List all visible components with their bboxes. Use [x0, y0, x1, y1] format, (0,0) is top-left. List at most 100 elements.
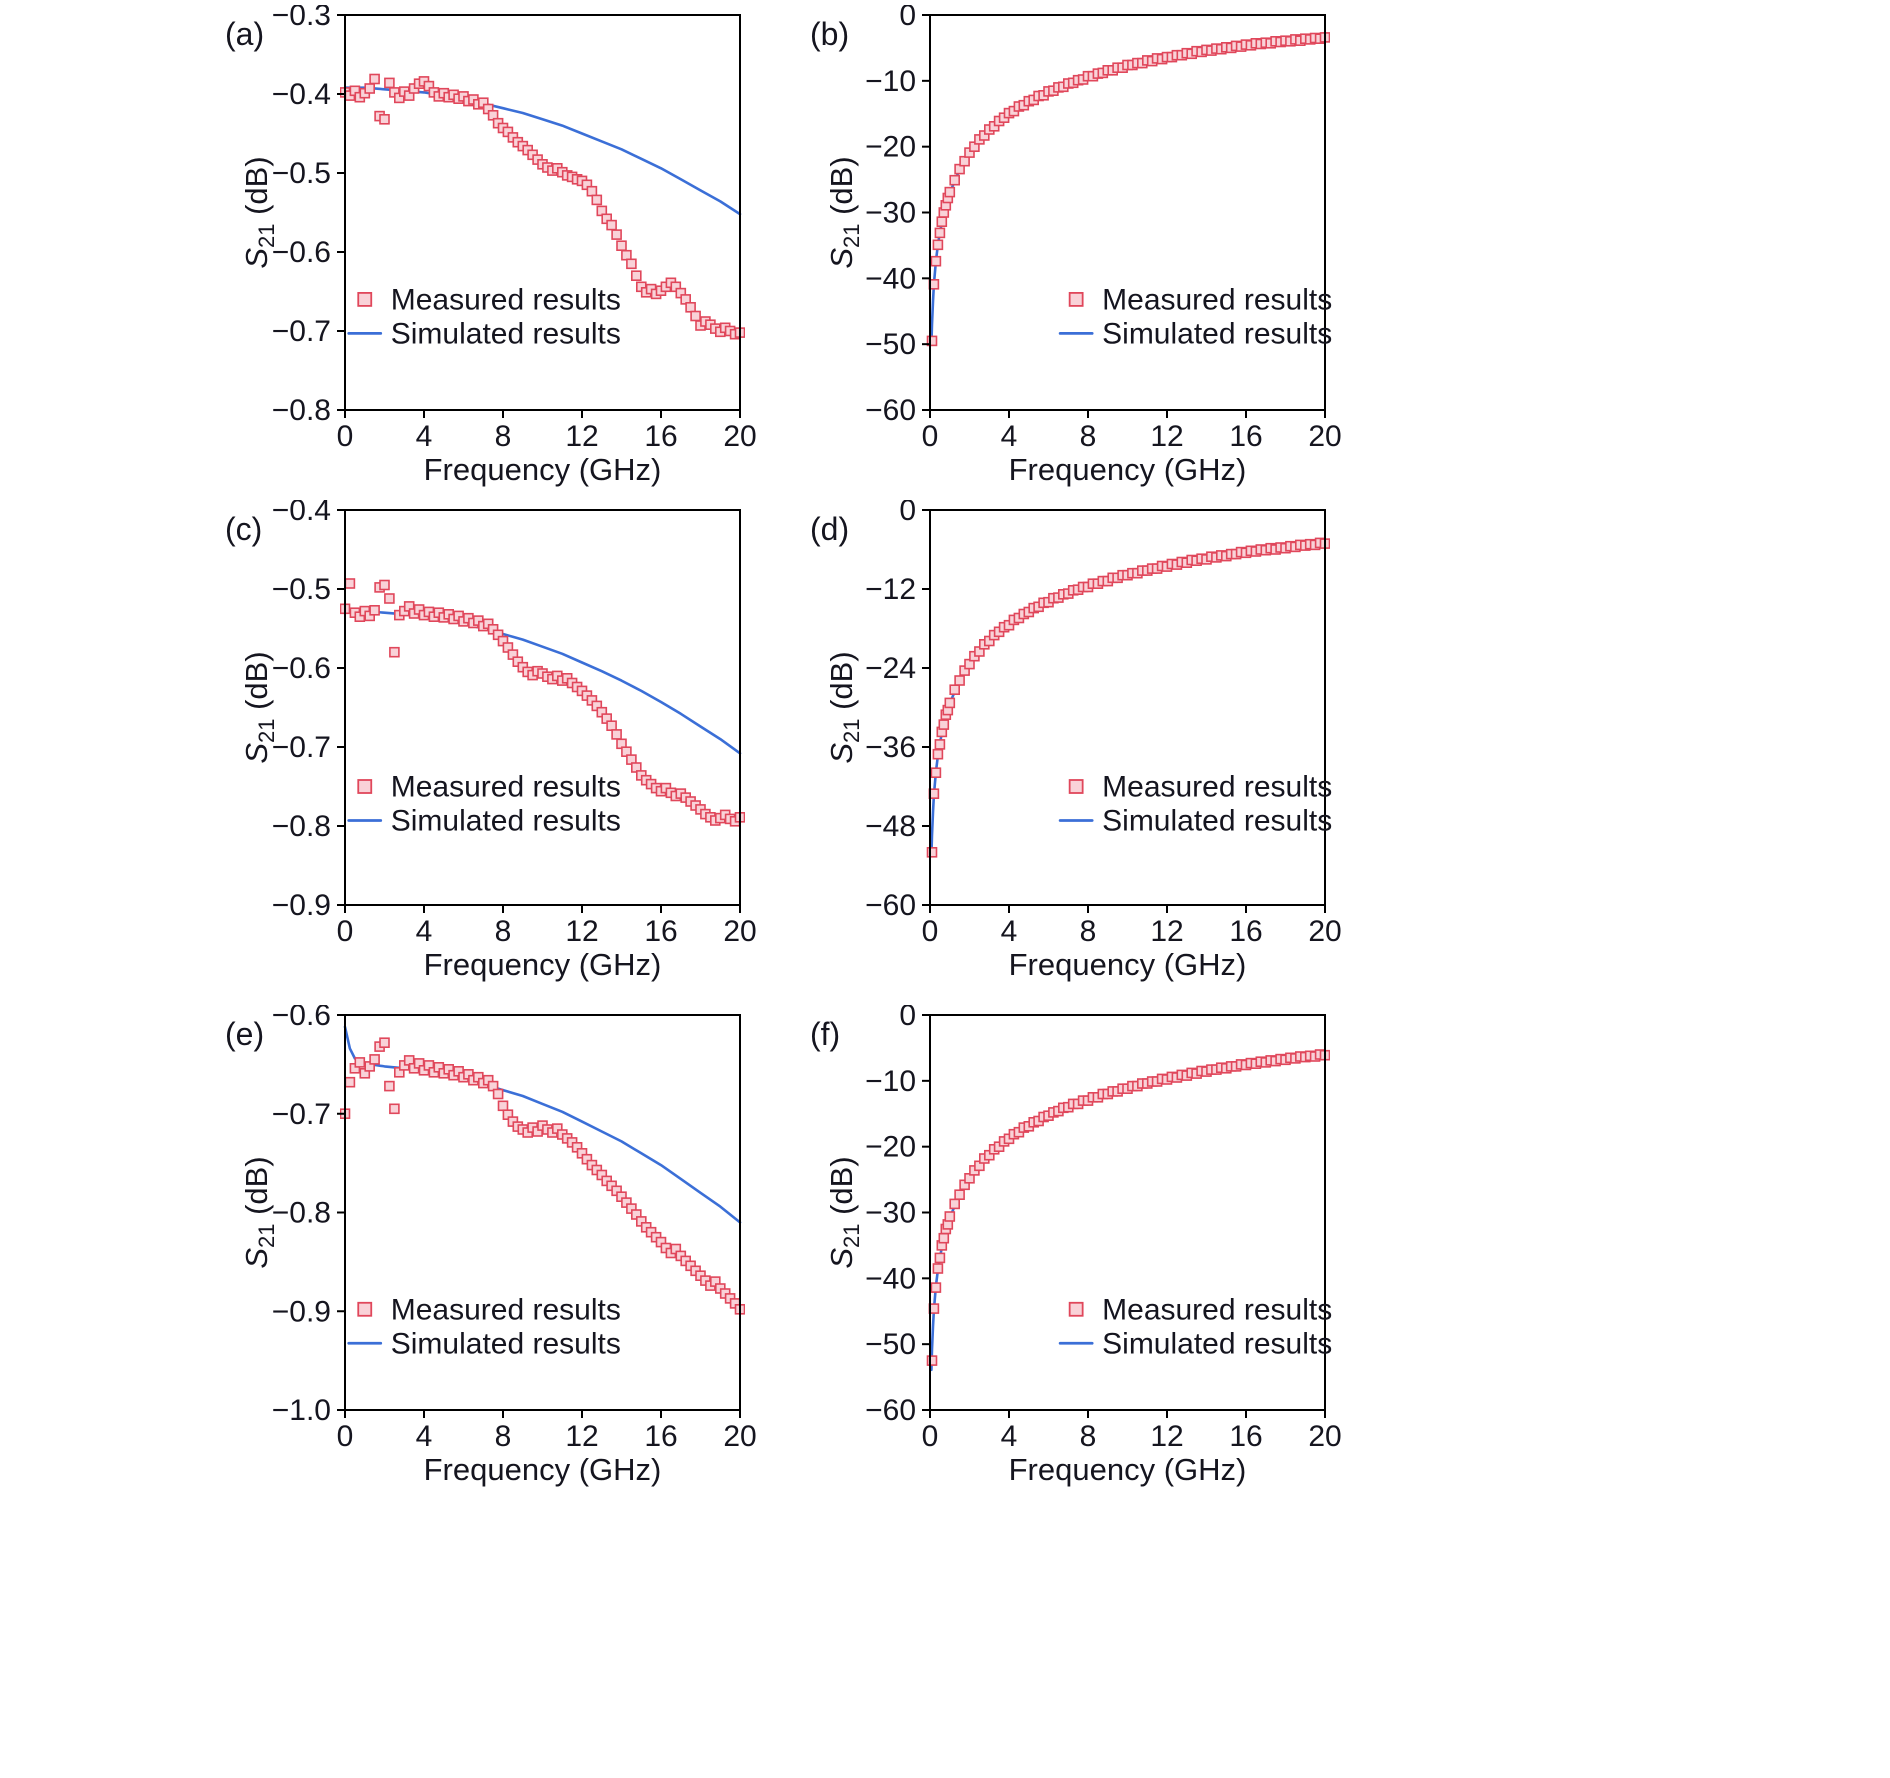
measured-point [685, 301, 696, 313]
x-axis-label-f: Frequency (GHz) [1009, 1452, 1247, 1487]
measured-point [369, 1054, 380, 1065]
y-tick-label: −48 [865, 810, 916, 843]
x-tick-label: 16 [1229, 915, 1262, 948]
y-tick-label: −30 [865, 1197, 916, 1230]
measured-series-e [340, 1037, 745, 1315]
x-tick-label: 12 [1150, 420, 1183, 453]
y-tick-label: −0.4 [272, 78, 331, 111]
y-tick-label: −0.7 [272, 1098, 331, 1131]
measured-point [944, 697, 956, 709]
y-axis-label-b: S21 (dB) [824, 156, 864, 268]
measured-point [379, 114, 390, 125]
x-tick-label: 16 [644, 420, 677, 453]
measured-point [497, 1100, 509, 1112]
x-axis-label-c: Frequency (GHz) [424, 947, 662, 982]
measured-point [930, 767, 942, 779]
legend-measured-label: Measured results [391, 771, 621, 804]
measured-point [926, 1355, 938, 1366]
measured-point [379, 579, 390, 591]
subplot-e: (e) 0 4 8 12 16 20 −0.6 −0.7 −0.8 −0.9 −1.0 Frequenc… [215, 1005, 985, 1505]
x-tick-label: 4 [1001, 420, 1018, 453]
measured-point [934, 227, 946, 239]
axes-box-a [344, 14, 741, 411]
x-tick-label: 4 [416, 420, 433, 453]
x-tick-label: 12 [1150, 1420, 1183, 1453]
x-tick-label: 16 [644, 915, 677, 948]
measured-point [354, 1057, 366, 1068]
x-tick-label: 8 [495, 915, 512, 948]
y-tick-label: −0.9 [272, 889, 331, 922]
measured-point [369, 73, 380, 85]
legend-simulated-label: Simulated results [1102, 805, 1332, 838]
legend-item-simulated-e: Simulated results [347, 1327, 621, 1360]
x-tick-label: 20 [1308, 1420, 1341, 1453]
axes-box-d [929, 509, 1326, 906]
y-tick-label: −60 [865, 889, 916, 922]
measured-point [934, 1252, 946, 1264]
legend-item-measured-b: Measured results [1068, 283, 1332, 316]
measured-point [384, 593, 395, 604]
y-tick-label: −12 [865, 573, 916, 606]
measured-point [369, 605, 380, 616]
legend-item-simulated-c: Simulated results [347, 805, 621, 838]
x-tick-label: 4 [416, 1420, 433, 1453]
measured-point [926, 846, 938, 858]
x-tick-label: 8 [1080, 420, 1097, 453]
legend-item-simulated-a: Simulated results [347, 317, 621, 350]
measured-point [938, 719, 950, 730]
x-tick-label: 12 [565, 420, 598, 453]
subplot-a: (a) 0 4 8 12 16 20 −0.3 −0.4 −0.5 −0.6 −0.7 −0.8 Freq… [215, 5, 985, 505]
chart-e: (e) 0 4 8 12 16 20 −0.6 −0.7 −0.8 −0.9 −1.0 Frequenc… [225, 1005, 757, 1487]
measured-point [611, 229, 622, 240]
legend-simulated-label: Simulated results [391, 317, 621, 350]
subplot-c: (c) 0 4 8 12 16 20 −0.4 −0.5 −0.6 −0.7 −0.8 −0.9 Freq… [215, 500, 985, 1000]
measured-point [954, 675, 965, 686]
panel-label-c: (c) [225, 511, 262, 547]
x-axis-label-b: Frequency (GHz) [1009, 452, 1247, 487]
panel-label-d: (d) [810, 511, 849, 547]
legend-measured-marker [357, 779, 373, 794]
x-tick-label: 0 [337, 1420, 354, 1453]
legend-simulated-label: Simulated results [1102, 317, 1332, 350]
panel-label-f: (f) [810, 1016, 840, 1052]
measured-point [934, 739, 946, 750]
measured-point [944, 186, 956, 198]
measured-point [389, 1103, 400, 1115]
measured-point [932, 1263, 944, 1274]
measured-point [379, 1037, 390, 1049]
measured-point [932, 748, 944, 760]
x-tick-label: 0 [922, 1420, 939, 1453]
legend-item-measured-a: Measured results [357, 283, 621, 316]
y-tick-label: −0.9 [272, 1295, 331, 1328]
legend-item-measured-e: Measured results [357, 1293, 621, 1326]
legend-item-measured-d: Measured results [1068, 771, 1332, 804]
y-tick-label: −0.7 [272, 731, 331, 764]
subplot-d: (d) 0 4 8 12 16 20 0 −12 −24 −36 −48 −60 Frequency (G… [800, 500, 1570, 1000]
measured-point [926, 335, 938, 347]
legend-simulated-label: Simulated results [391, 805, 621, 838]
x-tick-label: 20 [723, 1420, 756, 1453]
legend-measured-label: Measured results [391, 283, 621, 316]
chart-f: (f) 0 4 8 12 16 20 0 −10 −20 −30 −40 −50 −60 Frequency… [810, 1005, 1342, 1487]
y-tick-label: −0.6 [272, 236, 331, 269]
legend-item-simulated-f: Simulated results [1058, 1327, 1332, 1360]
axes-box-c [344, 509, 741, 906]
measured-point [930, 1282, 942, 1293]
measured-point [616, 240, 627, 251]
measured-point [936, 216, 948, 227]
y-tick-label: −50 [865, 1328, 916, 1361]
legend-item-simulated-b: Simulated results [1058, 317, 1332, 350]
x-tick-label: 16 [1229, 420, 1262, 453]
x-axis-label-e: Frequency (GHz) [424, 1452, 662, 1487]
x-tick-label: 0 [922, 420, 939, 453]
legend-measured-marker [1068, 1301, 1084, 1317]
x-axis-label-d: Frequency (GHz) [1009, 947, 1247, 982]
y-tick-label: −10 [865, 65, 916, 98]
panel-label-b: (b) [810, 16, 849, 52]
y-tick-label: −1.0 [272, 1394, 331, 1427]
legend-measured-marker [357, 1301, 373, 1317]
x-tick-label: 20 [1308, 915, 1341, 948]
y-tick-label: −0.5 [272, 157, 331, 190]
measured-point [944, 1211, 956, 1222]
legend-measured-marker [1068, 779, 1084, 794]
